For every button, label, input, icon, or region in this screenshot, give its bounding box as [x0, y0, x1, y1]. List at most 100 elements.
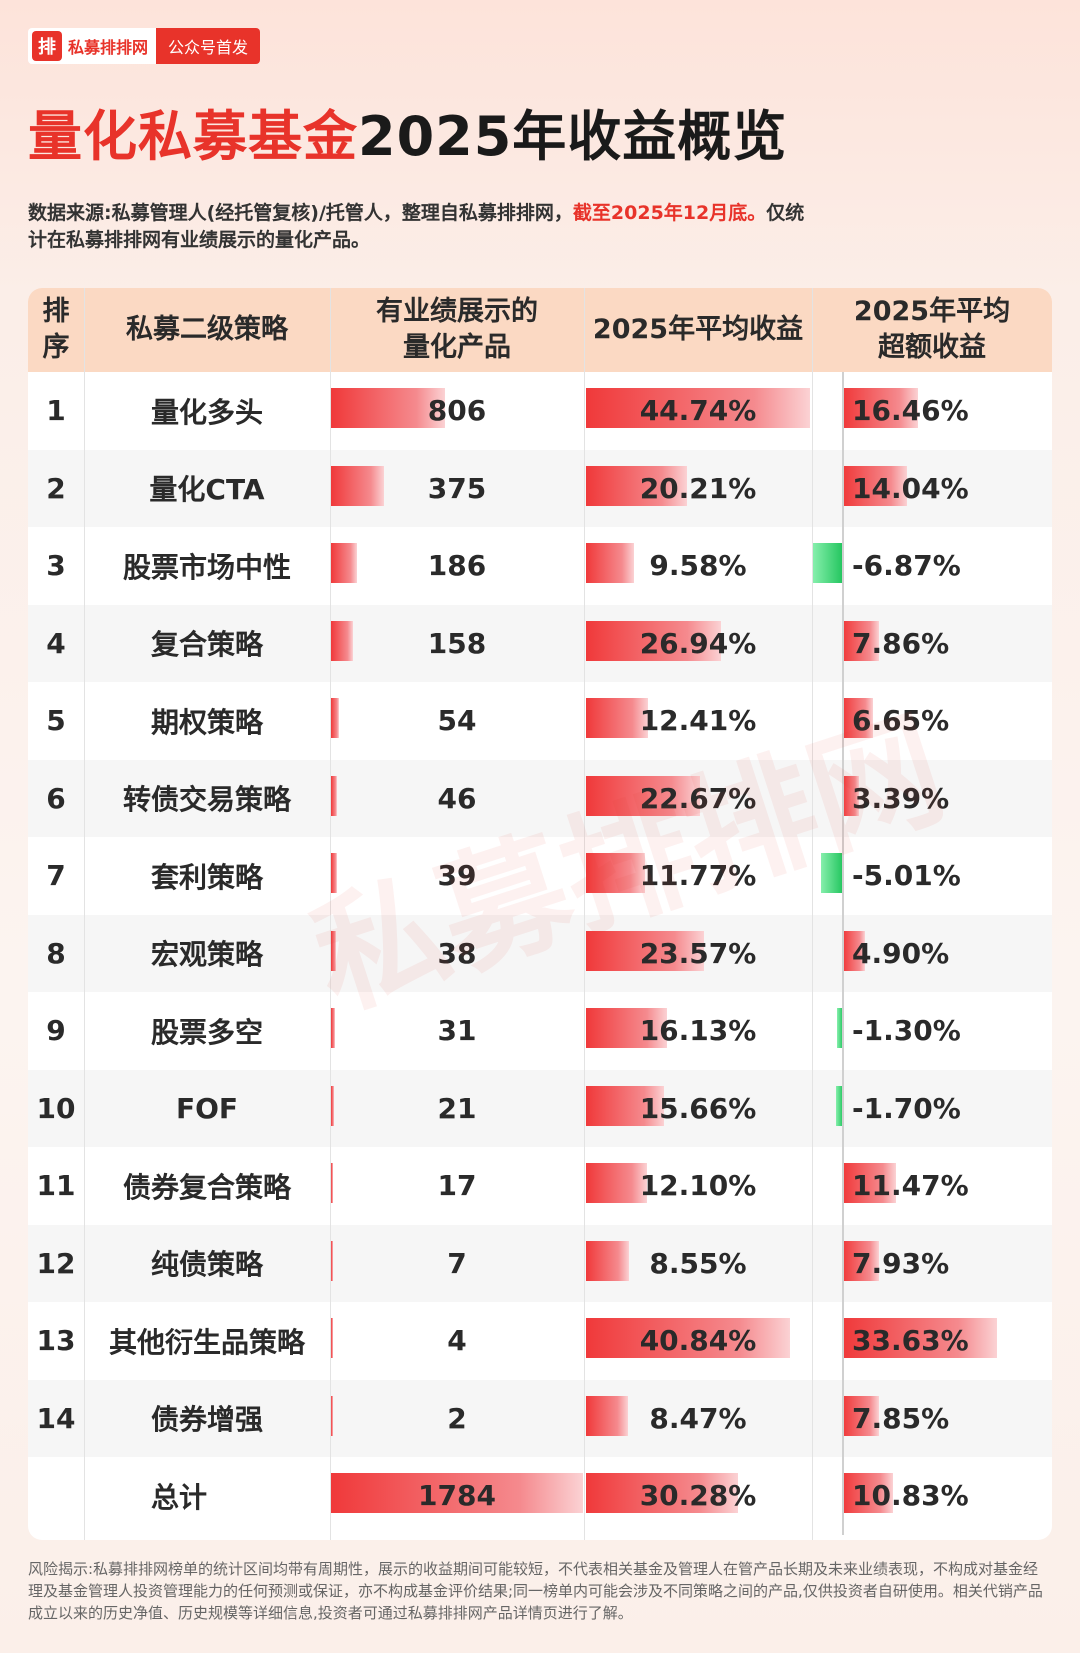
- excess-value: 7.93%: [852, 1246, 950, 1280]
- source-text: 数据来源:私募管理人(经托管复核)/托管人，整理自私募排排网，: [28, 202, 573, 224]
- count-value: 17: [437, 1169, 477, 1203]
- return-value: 12.41%: [639, 704, 757, 738]
- source-text-2: 仅统计在私募排排网有业绩展示的量化产品。: [28, 202, 805, 251]
- title-red-part: 量化私募基金: [28, 105, 358, 168]
- excess-value: 11.47%: [852, 1169, 969, 1203]
- brand-tag: 公众号首发: [156, 28, 261, 64]
- return-value: 44.74%: [639, 394, 757, 428]
- count-bar: [331, 1395, 333, 1436]
- excess-value: 7.85%: [852, 1401, 950, 1435]
- count-bar: [331, 1008, 336, 1048]
- data-source-note: 数据来源:私募管理人(经托管复核)/托管人，整理自私募排排网，截至2025年12…: [28, 200, 818, 254]
- rank-cell: 11: [36, 1169, 76, 1203]
- return-bar: [586, 1318, 791, 1358]
- excess-value: 14.04%: [852, 471, 969, 505]
- strategy-cell: 量化CTA: [149, 473, 265, 507]
- count-value: 158: [427, 626, 487, 660]
- return-bar: [586, 775, 700, 816]
- count-bar: [331, 543, 358, 583]
- table-row: 12 纯债策略 7 8.55% 7.93%: [28, 1224, 1052, 1302]
- strategy-cell: 期权策略: [150, 705, 263, 739]
- count-value: 39: [437, 859, 477, 893]
- count-value: 46: [437, 781, 477, 815]
- count-bar: [331, 698, 339, 738]
- excess-value: -1.70%: [852, 1091, 961, 1125]
- table-row: 5 期权策略 54 12.41% 6.65%: [28, 682, 1052, 760]
- table-row: 2 量化CTA 375 20.21% 14.04%: [28, 449, 1052, 527]
- return-bar: [586, 930, 704, 971]
- count-bar: [331, 465, 384, 506]
- return-bar: [586, 388, 810, 428]
- strategy-cell: 股票市场中性: [122, 550, 291, 584]
- table-row: 9 股票多空 31 16.13% -1.30%: [28, 992, 1052, 1070]
- excess-bar: [843, 775, 859, 816]
- rank-cell: 13: [36, 1324, 76, 1358]
- table-row: 7 套利策略 39 11.77% -5.01%: [28, 837, 1052, 915]
- return-bar: [586, 1163, 647, 1203]
- return-bar: [586, 1085, 665, 1126]
- rank-cell: 1: [46, 394, 66, 428]
- excess-bar: [843, 620, 879, 661]
- count-value: 375: [427, 471, 487, 505]
- divider-3: [584, 288, 585, 1540]
- return-bar: [586, 1240, 629, 1281]
- return-value: 22.67%: [639, 781, 757, 815]
- count-value: 1784: [418, 1479, 496, 1513]
- excess-value: 6.65%: [852, 704, 950, 738]
- excess-bar: [843, 930, 866, 971]
- count-bar: [331, 388, 445, 428]
- rank-cell: 12: [36, 1246, 76, 1280]
- excess-value: 16.46%: [852, 394, 969, 428]
- excess-bar: [843, 1318, 997, 1358]
- return-value: 40.84%: [639, 1324, 757, 1358]
- rank-cell: 6: [46, 781, 66, 815]
- return-bar: [586, 1473, 738, 1513]
- excess-bar: [843, 1395, 879, 1436]
- rank-cell: 4: [46, 626, 66, 660]
- return-value: 26.94%: [639, 626, 757, 660]
- table-header: 排序 私募二级策略 有业绩展示的 量化产品 2025年平均收益 2025年平均 超额…: [28, 288, 1052, 372]
- count-value: 806: [427, 394, 487, 428]
- table-row: 14 债券增强 2 8.47% 7.85%: [28, 1379, 1052, 1457]
- excess-bar: [835, 1085, 843, 1126]
- rank-cell: 10: [36, 1091, 76, 1125]
- strategy-cell: 其他衍生品策略: [108, 1325, 305, 1359]
- divider-1: [84, 288, 85, 1540]
- excess-bar: [821, 853, 843, 893]
- table-row: 13 其他衍生品策略 4 40.84% 33.63%: [28, 1302, 1052, 1380]
- return-value: 16.13%: [639, 1014, 757, 1048]
- strategy-cell: 套利策略: [150, 860, 263, 894]
- return-bar: [586, 853, 645, 893]
- rank-cell: 5: [46, 704, 66, 738]
- excess-value: 10.83%: [852, 1479, 969, 1513]
- rank-cell: 2: [46, 471, 66, 505]
- strategy-cell: 转债交易策略: [122, 783, 291, 817]
- return-value: 12.10%: [639, 1169, 757, 1203]
- rank-cell: 3: [46, 549, 66, 583]
- total-label: 总计: [150, 1480, 207, 1514]
- return-value: 20.21%: [639, 471, 757, 505]
- count-bar: [331, 1240, 333, 1281]
- return-bar: [586, 620, 721, 661]
- return-value: 8.47%: [649, 1401, 747, 1435]
- count-bar: [331, 775, 338, 816]
- count-bar: [331, 1163, 334, 1203]
- data-table: 排序 私募二级策略 有业绩展示的 量化产品 2025年平均收益 2025年平均 超额…: [28, 288, 1052, 1540]
- strategy-cell: 宏观策略: [150, 938, 263, 972]
- excess-bar: [843, 1163, 896, 1203]
- table-row: 11 债券复合策略 17 12.10% 11.47%: [28, 1147, 1052, 1225]
- table-row: 6 转债交易策略 46 22.67% 3.39%: [28, 759, 1052, 837]
- excess-value: -1.30%: [852, 1014, 961, 1048]
- brand-badge: 排 私募排排网 公众号首发: [28, 28, 261, 64]
- table-row: 3 股票市场中性 186 9.58% -6.87%: [28, 527, 1052, 605]
- excess-value: 4.90%: [852, 936, 950, 970]
- count-bar: [331, 1473, 583, 1513]
- rank-cell: 8: [46, 936, 66, 970]
- excess-bar: [837, 1008, 843, 1048]
- risk-disclaimer: 风险揭示:私募排排网榜单的统计区间均带有周期性，展示的收益期间可能较短，不代表相…: [28, 1560, 1043, 1622]
- excess-bar: [843, 388, 919, 428]
- table-row: 1 量化多头 806 44.74% 16.46%: [28, 372, 1052, 450]
- count-value: 54: [437, 704, 477, 738]
- divider-4: [812, 288, 813, 1540]
- strategy-cell: 股票多空: [150, 1015, 263, 1049]
